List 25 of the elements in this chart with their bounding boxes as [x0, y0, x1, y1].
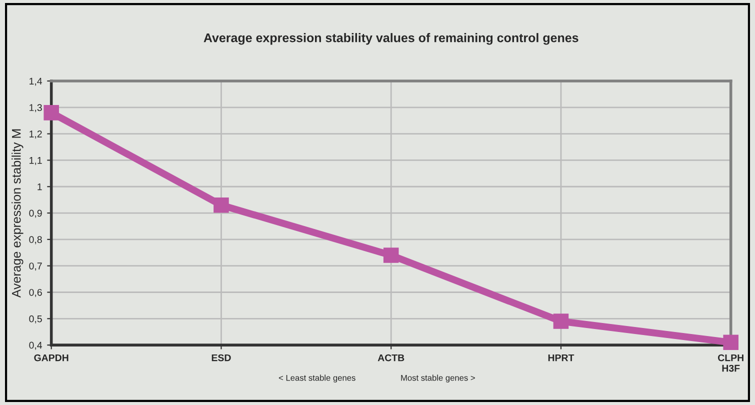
point [553, 314, 569, 329]
x-tick-label: ESD [212, 354, 231, 362]
point [214, 197, 229, 213]
y-tick-label: 1,4 [30, 78, 42, 86]
y-tick-label: 0,6 [29, 288, 42, 298]
point [383, 248, 399, 263]
y-tick-label: 0,9 [29, 210, 42, 218]
point [723, 334, 738, 350]
text: Most stable genes > [401, 374, 475, 382]
y-tick-label: 0,8 [29, 236, 42, 244]
x-tick-label: GAPDH [34, 354, 68, 362]
x-tick-label: CLPH H3F [718, 354, 744, 372]
y-tick-label: 1,1 [30, 157, 42, 165]
text: < Least stable genes [278, 374, 356, 382]
y-tick-label: 1,3 [30, 104, 42, 112]
y-tick-label: 0,4 [29, 342, 42, 350]
x-tick-label: ACTB [378, 354, 404, 362]
x-tick-label: HPRT [548, 354, 574, 362]
y-tick-label: 0,7 [29, 262, 42, 271]
chart-title: Average expression stability values of remaining control genes [204, 33, 578, 45]
point [44, 105, 59, 120]
y-axis-title: Average expression stability M [12, 129, 24, 298]
y-tick-label: 1,2 [30, 130, 42, 139]
y-tick-label: 0,5 [29, 315, 42, 324]
y-tick-label: 1 [38, 183, 42, 190]
